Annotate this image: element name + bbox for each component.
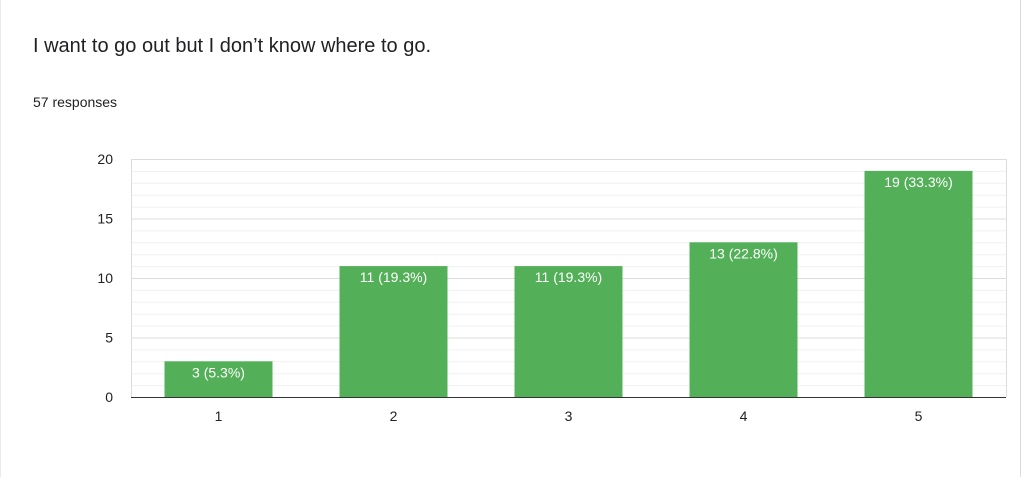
bar	[164, 361, 273, 397]
y-tick-label: 10	[97, 270, 113, 286]
bar-value-label: 11 (19.3%)	[360, 269, 427, 285]
x-tick-label: 3	[565, 408, 573, 424]
y-tick-label: 5	[105, 330, 113, 346]
bar-value-label: 19 (33.3%)	[884, 174, 952, 190]
bar	[339, 266, 448, 397]
bar	[689, 242, 798, 397]
bar-value-label: 13 (22.8%)	[709, 245, 777, 261]
y-tick-label: 0	[105, 389, 113, 405]
y-tick-label: 15	[97, 211, 113, 227]
x-tick-label: 2	[390, 408, 398, 424]
chart-axes: 0 5 10 15 20 1 2 3 4 5	[97, 151, 1006, 424]
x-tick-label: 1	[215, 408, 223, 424]
x-tick-label: 5	[915, 408, 923, 424]
response-count: 57 responses	[33, 94, 118, 110]
bar-value-label: 3 (5.3%)	[192, 364, 245, 380]
x-tick-label: 4	[740, 408, 748, 424]
bar	[864, 170, 973, 397]
bar-value-label: 11 (19.3%)	[535, 269, 602, 285]
bar	[514, 266, 623, 397]
chart-bars: 3 (5.3%) 11 (19.3%) 11 (19.3%) 13 (22.8%) 19…	[164, 170, 973, 397]
y-tick-label: 20	[97, 151, 113, 167]
question-title: I want to go out but I don’t know where …	[33, 35, 432, 57]
